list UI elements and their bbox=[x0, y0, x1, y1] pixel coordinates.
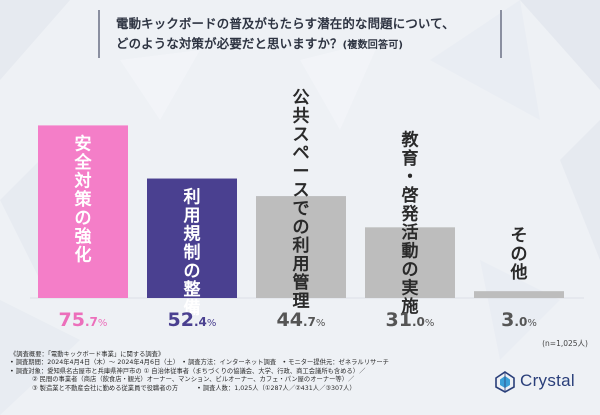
footer-line-2: • 調査期間：2024年4月4日（木）～ 2024年4月6日（土） • 調査方法… bbox=[10, 359, 389, 367]
crystal-logo-icon bbox=[495, 371, 515, 393]
chart-title-question: どのような対策が必要だと思いますか？ bbox=[116, 36, 343, 51]
category-label: その他 bbox=[510, 226, 528, 283]
bar bbox=[474, 291, 564, 298]
value-label: 3.0% bbox=[501, 309, 537, 331]
chart-title-note: (複数回答可) bbox=[342, 40, 404, 51]
footer-line-4: ② 民間の事業者（商店（飲食店・観光）オーナー、マンション、ビルオーナー、カフェ… bbox=[32, 376, 355, 384]
value-label: 31.0% bbox=[386, 309, 435, 331]
bar-chart: 安全対策の強化75.7%利用規制の整備52.4%公共スペースでの利用管理44.7… bbox=[30, 88, 584, 331]
bar-group: その他 3.0% bbox=[474, 226, 564, 331]
value-label: 75.7% bbox=[59, 309, 108, 331]
category-label: 利用規制の整備 bbox=[184, 187, 201, 319]
bar bbox=[256, 196, 346, 298]
value-label: 52.4% bbox=[168, 309, 217, 331]
crystal-logo: Crystal bbox=[494, 370, 594, 394]
bar bbox=[38, 125, 128, 299]
category-label: 教育・啓発活動の実施 bbox=[401, 129, 420, 317]
chart-title-line1: 電動キックボードの普及がもたらす潜在的な問題について、 bbox=[116, 16, 455, 31]
value-label: 44.7% bbox=[277, 309, 326, 331]
bar-group: 安全対策の強化 75.7% bbox=[38, 125, 128, 331]
survey-footer: 《調査概要：「電動キックボード事業」に関する調査》 • 調査期間：2024年4月… bbox=[10, 351, 480, 393]
title-frame bbox=[98, 10, 502, 58]
footer-line-1: 《調査概要：「電動キックボード事業」に関する調査》 bbox=[10, 351, 165, 358]
category-label: 安全対策の強化 bbox=[74, 133, 93, 265]
bar bbox=[147, 178, 237, 298]
sample-size-label: (n=1,025人) bbox=[542, 339, 588, 348]
footer-line-5: ③ 製造業と不動産会社に勤める従業員で役職者の方 • 調査人数：1,025人（①… bbox=[32, 384, 356, 392]
bar bbox=[365, 227, 455, 298]
crystal-logo-text: Crystal bbox=[520, 371, 575, 390]
category-label: 公共スペースでの利用管理 bbox=[293, 88, 310, 312]
chart-title-line2: どのような対策が必要だと思いますか？(複数回答可) bbox=[116, 34, 403, 52]
footer-line-3: • 調査対象：愛知県名古屋市と兵庫県神戸市の ① 自治体従事者（まちづくりの協議… bbox=[10, 367, 366, 375]
